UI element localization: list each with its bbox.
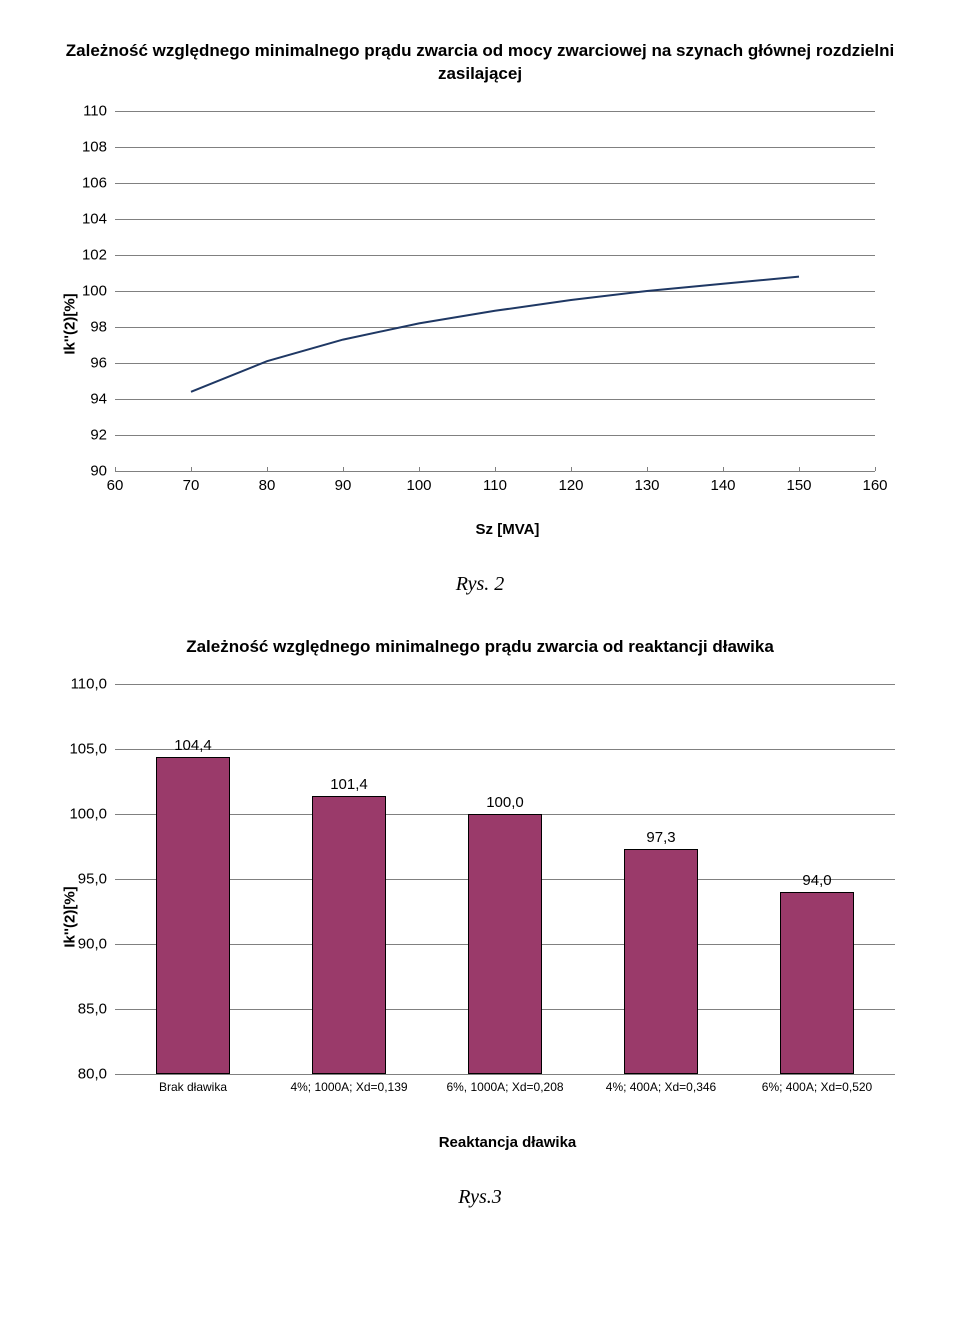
ytick-label: 106 <box>82 174 115 191</box>
ytick-label: 110 <box>83 102 115 119</box>
gridline <box>115 749 895 750</box>
chart1-title: Zależność względnego minimalnego prądu z… <box>60 40 900 86</box>
chart2-caption: Rys.3 <box>60 1186 900 1209</box>
xtick-label: 130 <box>634 471 659 494</box>
ytick-label: 94 <box>90 390 115 407</box>
bar-value-label: 101,4 <box>330 776 368 797</box>
xtick-label: 110 <box>483 471 507 494</box>
ytick-label: 100,0 <box>69 805 115 822</box>
xtick-label: 90 <box>335 471 352 494</box>
category-label: 4%; 1000A; Xd=0,139 <box>290 1074 407 1094</box>
xtick-label: 120 <box>558 471 583 494</box>
bar-value-label: 104,4 <box>174 737 212 758</box>
bar-value-label: 94,0 <box>802 872 831 893</box>
xtick-label: 160 <box>862 471 887 494</box>
chart2-plot: 80,085,090,095,0100,0105,0110,0104,4101,… <box>115 684 895 1074</box>
xtick-label: 80 <box>259 471 276 494</box>
ytick-label: 80,0 <box>78 1065 115 1082</box>
ytick-label: 105,0 <box>69 740 115 757</box>
ytick-label: 102 <box>82 246 115 263</box>
bar: 97,3 <box>624 849 699 1074</box>
chart2: Zależność względnego minimalnego prądu z… <box>60 636 900 1209</box>
chart1-xlabel: Sz [MVA] <box>115 521 900 538</box>
bar: 101,4 <box>312 796 387 1074</box>
ytick-label: 90,0 <box>78 935 115 952</box>
ytick-label: 110,0 <box>71 675 115 692</box>
ytick-label: 100 <box>82 282 115 299</box>
ytick-label: 92 <box>90 426 115 443</box>
bar: 104,4 <box>156 757 231 1074</box>
chart1-plot: 9092949698100102104106108110 <box>115 111 875 471</box>
ytick-label: 108 <box>82 138 115 155</box>
ytick-label: 85,0 <box>78 1000 115 1017</box>
ytick-label: 95,0 <box>78 870 115 887</box>
chart1-xticks: 60708090100110120130140150160 <box>115 471 875 491</box>
bar-value-label: 97,3 <box>646 829 675 850</box>
xtick-label: 70 <box>183 471 200 494</box>
category-label: 6%; 400A; Xd=0,520 <box>762 1074 872 1094</box>
category-label: 6%, 1000A; Xd=0,208 <box>446 1074 563 1094</box>
chart2-ylabel: Ik''(2)[%] <box>62 887 79 948</box>
chart2-xlabel: Reaktancja dławika <box>115 1134 900 1151</box>
ytick-label: 104 <box>82 210 115 227</box>
ytick-label: 96 <box>90 354 115 371</box>
chart1-caption: Rys. 2 <box>60 573 900 596</box>
chart2-xticks: Brak dławika 4%; 1000A; Xd=0,139 6%, 1000A… <box>115 1074 895 1104</box>
chart2-title: Zależność względnego minimalnego prądu z… <box>60 636 900 659</box>
bar: 100,0 <box>468 814 543 1074</box>
line-series <box>191 276 799 391</box>
xtick-label: 140 <box>710 471 735 494</box>
xtick-label: 100 <box>406 471 431 494</box>
category-label: Brak dławika <box>159 1074 227 1094</box>
bar: 94,0 <box>780 892 855 1074</box>
bar-value-label: 100,0 <box>486 794 524 815</box>
xtick-label: 150 <box>786 471 811 494</box>
chart1-ylabel: Ik''(2)[%] <box>62 294 79 355</box>
category-label: 4%; 400A; Xd=0,346 <box>606 1074 716 1094</box>
gridline <box>115 684 895 685</box>
xtick-label: 60 <box>107 471 124 494</box>
chart1: Zależność względnego minimalnego prądu z… <box>60 40 900 596</box>
ytick-label: 98 <box>90 318 115 335</box>
